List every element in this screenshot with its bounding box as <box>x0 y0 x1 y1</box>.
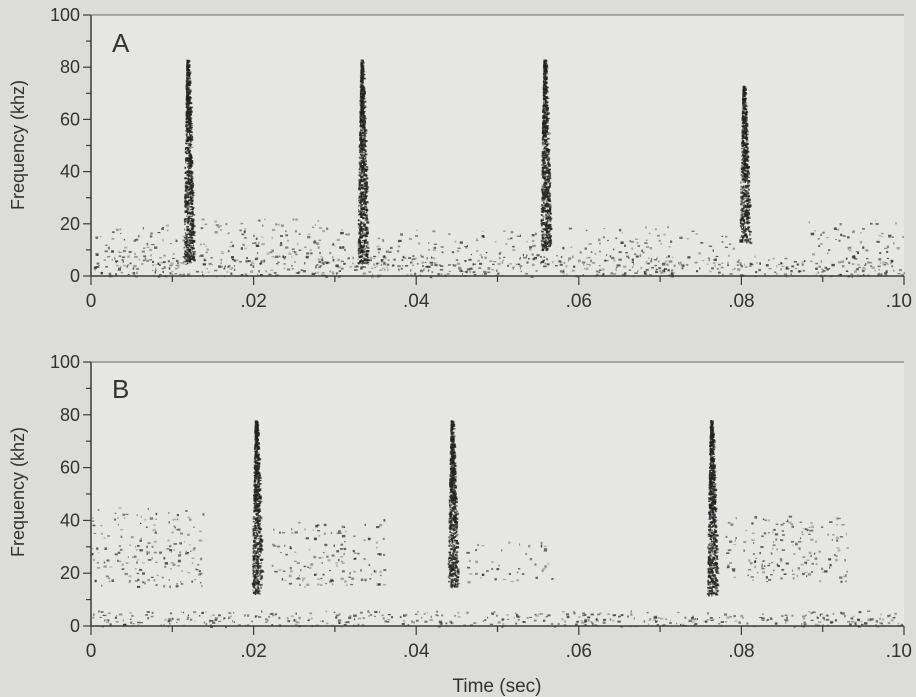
x-tick-label: .04 <box>403 291 430 312</box>
x-tick-label: .02 <box>240 291 266 312</box>
x-tick-label: .06 <box>566 641 592 662</box>
panel-b-x-axis-label: Time (sec) <box>452 676 541 697</box>
y-tick-label: 80 <box>60 57 80 77</box>
x-tick-label: 0 <box>86 291 97 312</box>
panel-a-plot-area <box>91 15 904 276</box>
panel-b: 0 20 40 60 80 100 0 .02 .04 .06 .08 .10 B Frequenc… <box>8 352 912 697</box>
x-tick-label: .08 <box>728 291 754 312</box>
panel-b-x-ticks: 0 .02 .04 .06 .08 .10 <box>86 626 912 662</box>
panel-a-y-axis-label: Frequency (khz) <box>8 80 28 210</box>
y-tick-label: 0 <box>70 616 80 636</box>
pulse-3 <box>540 59 553 252</box>
x-tick-label: .06 <box>566 291 592 312</box>
y-tick-label: 20 <box>60 563 80 583</box>
panel-b-y-ticks: 0 20 40 60 80 100 <box>50 352 91 636</box>
x-tick-label: .10 <box>886 291 912 312</box>
panel-a-label: A <box>112 28 130 58</box>
noise-patch <box>808 220 904 256</box>
y-tick-label: 80 <box>60 405 80 425</box>
noise-patch <box>466 541 554 584</box>
x-tick-label: .10 <box>886 641 912 662</box>
panel-b-label: B <box>112 374 129 404</box>
panel-a-y-ticks: 0 20 40 60 80 100 <box>50 5 91 286</box>
pulse-2 <box>357 59 370 265</box>
noise-patch <box>556 226 735 267</box>
noise-patch <box>200 218 350 268</box>
panel-a-noise <box>93 218 906 279</box>
x-tick-label: .02 <box>240 641 266 662</box>
x-tick-label: .08 <box>728 641 754 662</box>
y-tick-label: 60 <box>60 109 80 129</box>
x-tick-label: 0 <box>86 641 97 662</box>
y-tick-label: 0 <box>70 266 80 286</box>
noise-patch <box>367 229 540 268</box>
y-tick-label: 100 <box>50 352 80 372</box>
panel-a-pulses <box>183 59 753 265</box>
noise-patch <box>95 224 190 267</box>
noise-patch <box>271 519 387 588</box>
pulse-2 <box>447 420 461 589</box>
y-tick-label: 40 <box>60 162 80 182</box>
y-tick-label: 60 <box>60 458 80 478</box>
y-tick-label: 20 <box>60 214 80 234</box>
panel-a-x-ticks: 0 .02 .04 .06 .08 .10 <box>86 276 912 312</box>
panel-b-y-axis-label: Frequency (khz) <box>8 427 28 557</box>
pulse-1 <box>251 420 265 595</box>
y-tick-label: 40 <box>60 510 80 530</box>
panel-b-pulses <box>251 420 720 597</box>
noise-patch <box>91 507 205 589</box>
y-tick-label: 100 <box>50 5 80 25</box>
panel-b-plot-area <box>91 362 904 626</box>
x-tick-label: .04 <box>403 641 430 662</box>
pulse-3 <box>706 420 720 597</box>
panel-a: 0 20 40 60 80 100 0 .02 .04 .06 .08 .10 A Frequenc… <box>8 5 912 312</box>
noise-patch <box>93 255 906 279</box>
pulse-4 <box>739 85 753 245</box>
pulse-1 <box>183 59 196 265</box>
noise-patch <box>725 515 849 583</box>
